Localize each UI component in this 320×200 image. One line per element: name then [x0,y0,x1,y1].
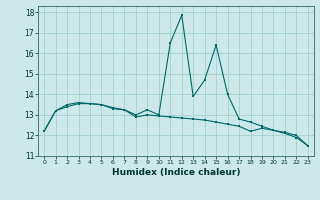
X-axis label: Humidex (Indice chaleur): Humidex (Indice chaleur) [112,168,240,177]
